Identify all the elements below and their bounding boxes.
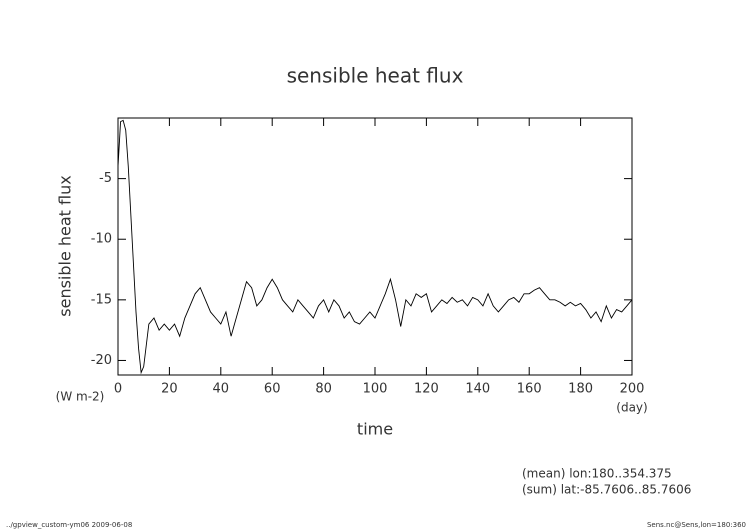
footer-left: ../gpview_custom-ym06 2009-06-08 — [6, 521, 132, 529]
y-units: (W m-2) — [56, 390, 105, 404]
x-tick-label: 120 — [414, 382, 439, 397]
x-tick-label: 200 — [620, 382, 645, 397]
x-tick-label: 180 — [568, 382, 593, 397]
x-tick-label: 40 — [213, 382, 230, 397]
y-tick-label: -5 — [99, 171, 112, 186]
annotation: (sum) lat:-85.7606..85.7606 — [522, 483, 691, 497]
y-tick-label: -10 — [91, 232, 112, 247]
data-line — [117, 119, 633, 375]
x-axis-label: time — [357, 420, 393, 439]
y-axis-label: sensible heat flux — [56, 175, 75, 316]
x-tick-label: 160 — [517, 382, 542, 397]
x-tick-label: 100 — [363, 382, 388, 397]
footer-right: Sens.nc@Sens,lon=180:360 — [647, 521, 746, 529]
y-tick-label: -20 — [91, 353, 112, 368]
x-units: (day) — [616, 401, 647, 415]
x-tick-label: 0 — [114, 382, 122, 397]
x-tick-label: 140 — [465, 382, 490, 397]
y-tick-label: -15 — [91, 292, 112, 307]
plot-frame — [117, 117, 633, 376]
annotation: (mean) lon:180..354.375 — [522, 467, 672, 481]
chart-title: sensible heat flux — [287, 64, 464, 88]
x-tick-label: 20 — [161, 382, 178, 397]
x-tick-label: 80 — [315, 382, 332, 397]
x-tick-label: 60 — [264, 382, 281, 397]
